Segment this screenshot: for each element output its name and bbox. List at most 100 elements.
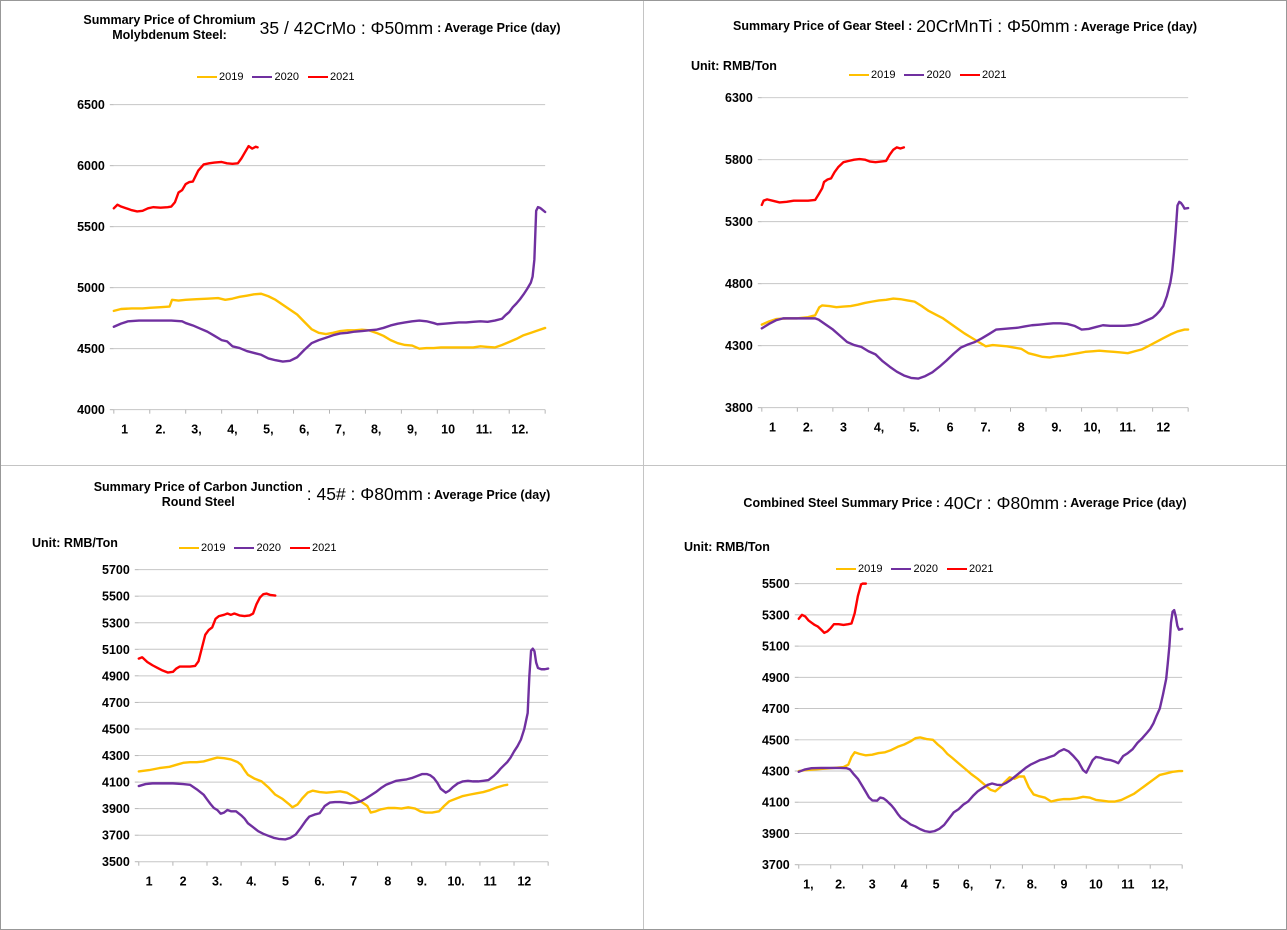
chart-title: Summary Price of Gear Steel : 20CrMnTi :… xyxy=(644,16,1286,37)
legend-item-2020: 2020 xyxy=(891,563,938,575)
legend-item-2021: 2021 xyxy=(307,71,354,83)
x-tick-label: 6, xyxy=(963,877,973,891)
line-chart: 3800 4300 4800 5300 5800 6300 1 2. 3 4, 5. 6 7. 8 9. 10… xyxy=(725,91,1190,435)
y-tick-label: 4100 xyxy=(102,775,130,789)
x-tick-label: 10 xyxy=(441,423,455,437)
x-tick-label: 11 xyxy=(1121,877,1134,891)
legend-line-2021 xyxy=(289,546,310,549)
x-tick-label: 11. xyxy=(1119,421,1136,435)
series-line-2019 xyxy=(112,292,547,350)
x-tick-label: 2. xyxy=(835,877,845,891)
chart-title-grade: 40Cr : Φ80mm xyxy=(944,492,1060,513)
x-tick-label: 4, xyxy=(874,421,884,435)
y-tick-label: 4300 xyxy=(762,764,790,778)
y-tick-label: 4700 xyxy=(102,695,130,709)
x-tick-label: 1 xyxy=(769,421,776,435)
legend-line-2019 xyxy=(179,546,199,549)
x-tick-label: 3. xyxy=(212,874,222,888)
legend-line-2020 xyxy=(904,74,925,76)
y-tick-label: 5100 xyxy=(762,639,790,653)
y-tick-label: 6300 xyxy=(725,91,753,105)
y-tick-label: 4000 xyxy=(77,403,105,417)
x-tick-label: 1, xyxy=(803,877,813,891)
series-line-2020 xyxy=(797,608,1184,833)
legend-line-2021 xyxy=(307,76,328,78)
chart-title-suffix: : Average Price (day) xyxy=(1063,496,1187,510)
x-tick-label: 11. xyxy=(476,423,493,437)
x-tick-label: 9. xyxy=(417,874,427,888)
y-tick-label: 3500 xyxy=(102,855,130,869)
series-line-2021 xyxy=(137,591,277,674)
legend-item-2021: 2021 xyxy=(946,562,994,575)
y-tick-label: 5300 xyxy=(102,616,130,630)
legend-line-2019 xyxy=(836,567,856,570)
legend-item-2021: 2021 xyxy=(959,69,1007,81)
x-tick-label: 2. xyxy=(155,423,165,437)
chart-title: Summary Price of Chromium Molybdenum Ste… xyxy=(1,13,643,43)
x-tick-label: 11 xyxy=(484,874,497,888)
y-tick-label: 5100 xyxy=(102,642,130,656)
series-line-2021 xyxy=(797,581,868,634)
series-line-2019 xyxy=(137,755,509,814)
y-tick-label: 4300 xyxy=(102,749,130,763)
chart-legend: 2019 2020 2021 xyxy=(836,563,993,575)
chart-panel-gear-steel: 3800 4300 4800 5300 5800 6300 1 2. 3 4, 5. 6 7. 8 9. 10… xyxy=(644,1,1286,465)
x-tick-label: 9. xyxy=(1051,421,1061,435)
chart-title-suffix: : Average Price (day) xyxy=(437,21,561,35)
legend-item-2019: 2019 xyxy=(849,69,895,81)
y-tick-label: 4300 xyxy=(725,339,753,353)
chart-panel-chromium-molybdenum-steel: 4000 4500 5000 5500 6000 6500 1 2. 3, 4, 5, 6, 7, 8, 9… xyxy=(1,1,643,465)
series-line-2019 xyxy=(760,297,1190,359)
y-tick-label: 3900 xyxy=(102,802,130,816)
legend-item-2020: 2020 xyxy=(904,69,951,81)
legend-label: 2021 xyxy=(968,562,994,575)
x-tick-label: 9 xyxy=(1060,877,1067,891)
line-chart: 3700 3900 4100 4300 4500 4700 4900 5100 5300 5500… xyxy=(762,577,1184,891)
y-tick-label: 5500 xyxy=(102,589,130,603)
y-tick-label: 4100 xyxy=(762,795,790,809)
y-tick-label: 5500 xyxy=(762,577,790,591)
x-tick-label: 6, xyxy=(299,423,309,437)
legend-item-2020: 2020 xyxy=(252,71,299,83)
y-tick-label: 4500 xyxy=(762,733,790,747)
x-tick-label: 10, xyxy=(1084,421,1101,435)
chart-legend: 2019 2020 2021 xyxy=(179,542,336,554)
legend-label: 2021 xyxy=(981,69,1007,81)
legend-label: 2019 xyxy=(201,541,226,554)
chart-legend: 2019 2020 2021 xyxy=(849,69,1006,81)
x-tick-label: 4. xyxy=(246,874,256,888)
x-tick-label: 1 xyxy=(121,423,128,437)
unit-label: Unit: RMB/Ton xyxy=(684,539,770,554)
y-tick-label: 5300 xyxy=(762,608,790,622)
legend-label: 2021 xyxy=(311,541,337,554)
legend-item-2021: 2021 xyxy=(289,541,337,554)
legend-line-2021 xyxy=(946,567,967,570)
x-tick-label: 12 xyxy=(517,874,531,888)
series-line-2020 xyxy=(137,646,550,841)
legend-label: 2020 xyxy=(926,69,951,81)
legend-line-2019 xyxy=(849,74,869,76)
x-tick-label: 4 xyxy=(901,877,908,891)
legend-label: 2020 xyxy=(274,71,299,83)
chart-title-suffix: : Average Price (day) xyxy=(426,487,551,502)
y-tick-label: 6500 xyxy=(77,98,105,112)
x-tick-label: 1 xyxy=(146,874,153,888)
y-tick-label: 5800 xyxy=(725,153,753,167)
legend-line-2020 xyxy=(891,567,912,570)
legend-label: 2020 xyxy=(256,541,281,554)
x-tick-label: 7. xyxy=(980,421,990,435)
line-chart: 3500 3700 3900 4100 4300 4500 4700 4900 5100 5300… xyxy=(102,563,550,888)
y-tick-label: 4500 xyxy=(77,342,105,356)
x-tick-label: 6 xyxy=(947,421,954,435)
legend-item-2020: 2020 xyxy=(234,541,281,554)
legend-label: 2019 xyxy=(871,69,896,81)
x-tick-label: 2. xyxy=(803,421,813,435)
chart-title-prefix: Summary Price of Carbon Junction Round S… xyxy=(93,479,303,509)
chart-panel-carbon-junction-round-steel: 3500 3700 3900 4100 4300 4500 4700 4900 5100 5300… xyxy=(1,465,643,929)
y-tick-label: 4500 xyxy=(102,722,130,736)
x-tick-label: 3 xyxy=(840,421,847,435)
y-tick-label: 4900 xyxy=(762,670,790,684)
x-tick-label: 5. xyxy=(909,421,919,435)
unit-label: Unit: RMB/Ton xyxy=(32,535,118,550)
